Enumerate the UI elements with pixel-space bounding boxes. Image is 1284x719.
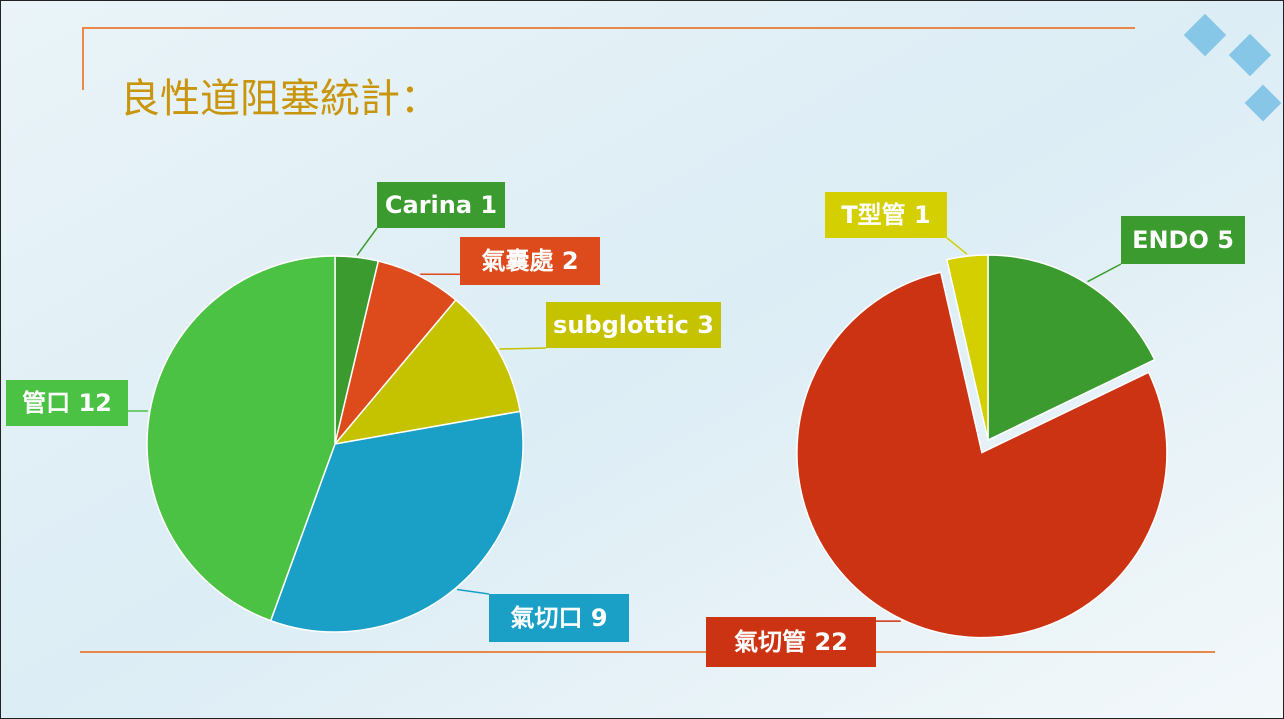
label-value: 2 bbox=[562, 247, 579, 275]
label-category: 氣切口 bbox=[510, 604, 582, 632]
label-value: 5 bbox=[1217, 226, 1234, 254]
data-label: ENDO 5 bbox=[1132, 226, 1234, 254]
label-value: 22 bbox=[814, 628, 847, 656]
label-category: subglottic bbox=[553, 311, 689, 339]
data-label: 氣切管 22 bbox=[734, 628, 848, 656]
label-value: 12 bbox=[78, 389, 111, 417]
data-label: 氣囊處 2 bbox=[481, 247, 578, 275]
data-label: subglottic 3 bbox=[553, 311, 714, 339]
label-value: 3 bbox=[697, 311, 714, 339]
label-category: ENDO bbox=[1132, 226, 1209, 254]
label-category: 氣囊處 bbox=[481, 247, 553, 275]
data-label: Carina 1 bbox=[385, 191, 497, 219]
label-category: 氣切管 bbox=[734, 628, 806, 656]
label-value: 1 bbox=[914, 201, 931, 229]
data-label: 氣切口 9 bbox=[510, 604, 607, 632]
slide: 良性道阻塞統計： Carina 1 氣囊處 2 subglottic 3 氣切口 9 管… bbox=[0, 0, 1284, 719]
label-category: Carina bbox=[385, 191, 472, 219]
label-value: 1 bbox=[480, 191, 497, 219]
leader-line bbox=[500, 348, 546, 349]
data-label: 管口 12 bbox=[22, 389, 112, 417]
label-value: 9 bbox=[591, 604, 608, 632]
label-category: T型管 bbox=[841, 201, 905, 229]
label-category: 管口 bbox=[22, 389, 70, 417]
data-label: T型管 1 bbox=[841, 201, 930, 229]
slide-title: 良性道阻塞統計： bbox=[120, 76, 440, 122]
